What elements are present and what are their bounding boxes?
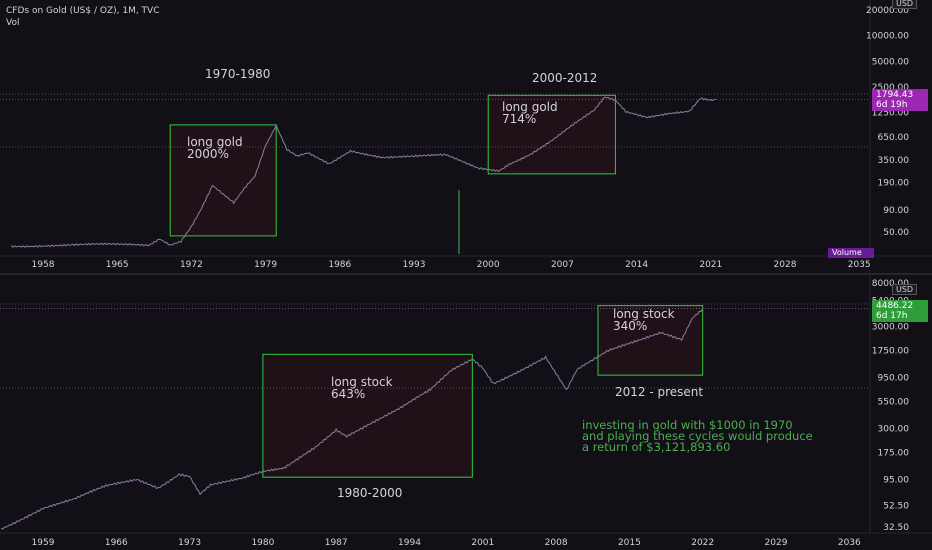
x-tick-label: 1966 <box>105 538 128 548</box>
y-tick-label: 350.00 <box>878 156 910 166</box>
stock2-box-label: long stock 340% <box>613 307 675 333</box>
x-tick-label: 2021 <box>699 260 722 270</box>
y-tick-label: 5000.00 <box>872 57 909 67</box>
x-tick-label: 1965 <box>106 260 129 270</box>
x-tick-label: 2001 <box>471 538 494 548</box>
x-tick-label: 2015 <box>618 538 641 548</box>
x-tick-label: 1973 <box>178 538 201 548</box>
gold-price-value: 1794.43 <box>876 90 914 100</box>
highlight-box <box>262 353 473 478</box>
y-tick-label: 300.00 <box>878 425 910 435</box>
x-tick-label: 2014 <box>625 260 648 270</box>
price-series-highlight <box>0 308 703 530</box>
x-tick-label: 2029 <box>765 538 788 548</box>
y-tick-label: 52.50 <box>883 502 909 512</box>
x-tick-label: 1958 <box>32 260 55 270</box>
stock-countdown: 6d 17h <box>876 311 908 321</box>
pane-separator[interactable] <box>0 273 932 275</box>
x-tick-label: 2028 <box>774 260 797 270</box>
volume-tag: Volume <box>828 248 874 258</box>
x-tick-label: 1980 <box>251 538 274 548</box>
x-tick-label: 2036 <box>838 538 861 548</box>
y-tick-label: 1750.00 <box>872 346 909 356</box>
x-tick-label: 2007 <box>551 260 574 270</box>
gold-price-tag: 1794.43 6d 19h <box>872 89 928 111</box>
stock-price-tag: 4486.22 6d 17h <box>872 300 928 322</box>
x-tick-label: 2022 <box>691 538 714 548</box>
x-tick-label: 2008 <box>545 538 568 548</box>
chart-title: CFDs on Gold (US$ / OZ), 1M, TVC <box>6 6 160 16</box>
volume-label: Vol <box>6 18 20 28</box>
x-tick-label: 2035 <box>848 260 871 270</box>
gold-chart-pane[interactable]: 20000.00 10000.00 5000.00 2500.00 1250.00 650… <box>0 0 932 273</box>
x-tick-label: 2000 <box>477 260 500 270</box>
x-tick-label: 1972 <box>180 260 203 270</box>
y-tick-label: 950.00 <box>878 373 910 383</box>
y-tick-label: 1250.00 <box>872 109 909 119</box>
price-series-highlight <box>11 96 717 248</box>
x-tick-label: 1959 <box>32 538 55 548</box>
y-tick-label: 20000.00 <box>866 6 909 16</box>
highlight-box <box>597 305 704 376</box>
y-tick-label: 10000.00 <box>866 32 909 42</box>
x-tick-label: 1987 <box>325 538 348 548</box>
y-tick-label: 95.00 <box>883 475 909 485</box>
gold2-period-label: 2000-2012 <box>532 71 598 85</box>
highlight-box <box>487 94 616 175</box>
stock-price-value: 4486.22 <box>876 301 914 311</box>
y-tick-label: 190.00 <box>878 179 910 189</box>
y-tick-label: 90.00 <box>883 206 909 216</box>
gold1-box-label: long gold 2000% <box>187 135 243 161</box>
x-tick-label: 1979 <box>254 260 277 270</box>
x-tick-label: 1993 <box>403 260 426 270</box>
stock-chart-svg[interactable]: 8000.005400.003000.001750.00950.00550.00… <box>0 275 932 550</box>
stock1-box-label: long stock 643% <box>331 375 393 401</box>
y-tick-label: 8000.00 <box>872 279 909 289</box>
stock-chart-pane[interactable]: 8000.005400.003000.001750.00950.00550.00… <box>0 275 932 550</box>
y-tick-label: 650.00 <box>878 133 910 143</box>
gold-countdown: 6d 19h <box>876 100 908 110</box>
y-tick-label: 2500.00 <box>872 83 909 93</box>
x-tick-label: 1994 <box>398 538 421 548</box>
highlight-box <box>169 124 277 237</box>
y-tick-label: 32.50 <box>883 523 909 533</box>
gold-chart-svg[interactable]: 20000.00 10000.00 5000.00 2500.00 1250.00 650… <box>0 0 932 273</box>
stock1-period-label: 1980-2000 <box>337 486 403 500</box>
y-tick-label: 550.00 <box>878 398 910 408</box>
y-tick-label: 175.00 <box>878 448 910 458</box>
gold-return-note: investing in gold with $1000 in 1970 and… <box>582 418 813 454</box>
y-tick-label: 3000.00 <box>872 322 909 332</box>
gold1-period-label: 1970-1980 <box>205 67 271 81</box>
y-tick-label: 50.00 <box>883 228 909 238</box>
x-tick-label: 1986 <box>328 260 351 270</box>
gold2-box-label: long gold 714% <box>502 100 558 126</box>
stock-currency-badge[interactable]: USD <box>892 284 918 295</box>
gold-currency-badge[interactable]: USD <box>892 0 918 9</box>
stock2-period-label: 2012 - present <box>615 385 704 399</box>
